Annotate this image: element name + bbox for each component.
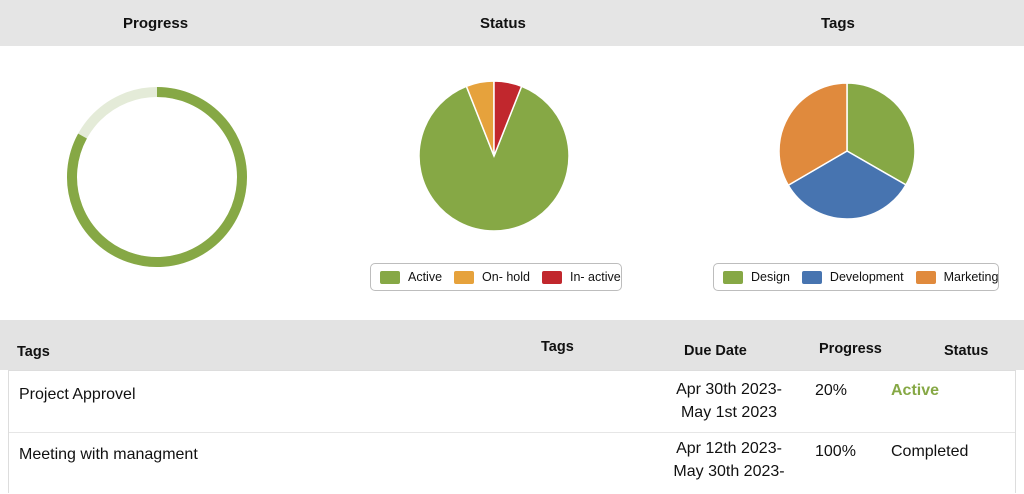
status-chart-title: Status (480, 15, 526, 32)
pie-slice-marketing[interactable] (778, 82, 848, 187)
column-header-status[interactable]: Status (944, 343, 989, 359)
legend-item-marketing[interactable]: Marketing (915, 270, 999, 284)
column-header-tags[interactable]: Tags (17, 344, 50, 360)
due-date: Apr 30th 2023- May 1st 2023 (661, 378, 797, 424)
status-badge: Active (891, 382, 940, 399)
legend-item-on-hold[interactable]: On- hold (454, 270, 530, 284)
legend-item-development[interactable]: Development (801, 270, 904, 284)
status-badge: Completed (891, 443, 969, 460)
progress-donut-chart (67, 87, 247, 267)
legend-label-in-active: In- active (570, 270, 621, 284)
table-row[interactable]: Meeting with managment Apr 12th 2023- Ma… (9, 433, 1015, 494)
legend-swatch-in-active (542, 270, 562, 284)
column-header-progress[interactable]: Progress (819, 341, 882, 357)
due-date: Apr 12th 2023- May 30th 2023- (661, 437, 797, 483)
progress-chart-title: Progress (123, 15, 189, 32)
legend-label-development: Development (829, 270, 904, 284)
task-progress: 20% (815, 382, 848, 399)
pie-slice-development[interactable] (787, 150, 907, 220)
table-row[interactable]: Project Approvel Apr 30th 2023- May 1st … (9, 371, 1015, 433)
tags-legend: Design Development Marketing (713, 263, 999, 291)
legend-swatch-marketing (915, 270, 936, 284)
tags-pie-chart (778, 82, 916, 220)
pie-slice-design[interactable] (846, 82, 916, 186)
table-header: Tags Tags Due Date Progress Status (0, 320, 1024, 370)
task-name: Project Approvel (19, 386, 136, 403)
status-pie-chart (418, 80, 570, 232)
pie-slice-in-active[interactable] (493, 80, 523, 157)
column-header-tags-secondary[interactable]: Tags (541, 339, 574, 355)
legend-label-active: Active (408, 270, 443, 284)
column-header-due-date[interactable]: Due Date (684, 343, 747, 359)
legend-label-design: Design (751, 270, 790, 284)
pie-slice-active[interactable] (418, 85, 570, 232)
tags-chart-title: Tags (821, 15, 855, 32)
legend-item-in-active[interactable]: In- active (542, 270, 621, 284)
legend-label-on-hold: On- hold (482, 270, 530, 284)
legend-item-active[interactable]: Active (380, 270, 442, 284)
due-date-end: May 1st 2023 (680, 404, 778, 421)
due-date-start: Apr 12th 2023- (676, 440, 782, 457)
task-name: Meeting with managment (19, 446, 198, 463)
task-progress: 100% (815, 443, 856, 460)
status-legend: Active On- hold In- active (370, 263, 622, 291)
donut-progress-arc[interactable] (67, 87, 247, 267)
due-date-start: Apr 30th 2023- (676, 381, 782, 398)
legend-swatch-on-hold (454, 270, 475, 284)
legend-swatch-design (723, 270, 743, 284)
legend-label-marketing: Marketing (943, 270, 999, 284)
due-date-end: May 30th 2023- (673, 463, 785, 480)
legend-swatch-active (380, 270, 400, 284)
legend-swatch-development (801, 270, 822, 284)
legend-item-design[interactable]: Design (723, 270, 790, 284)
chart-header-bar: Progress Status Tags (0, 0, 1024, 46)
task-table-body: Project Approvel Apr 30th 2023- May 1st … (8, 370, 1016, 493)
